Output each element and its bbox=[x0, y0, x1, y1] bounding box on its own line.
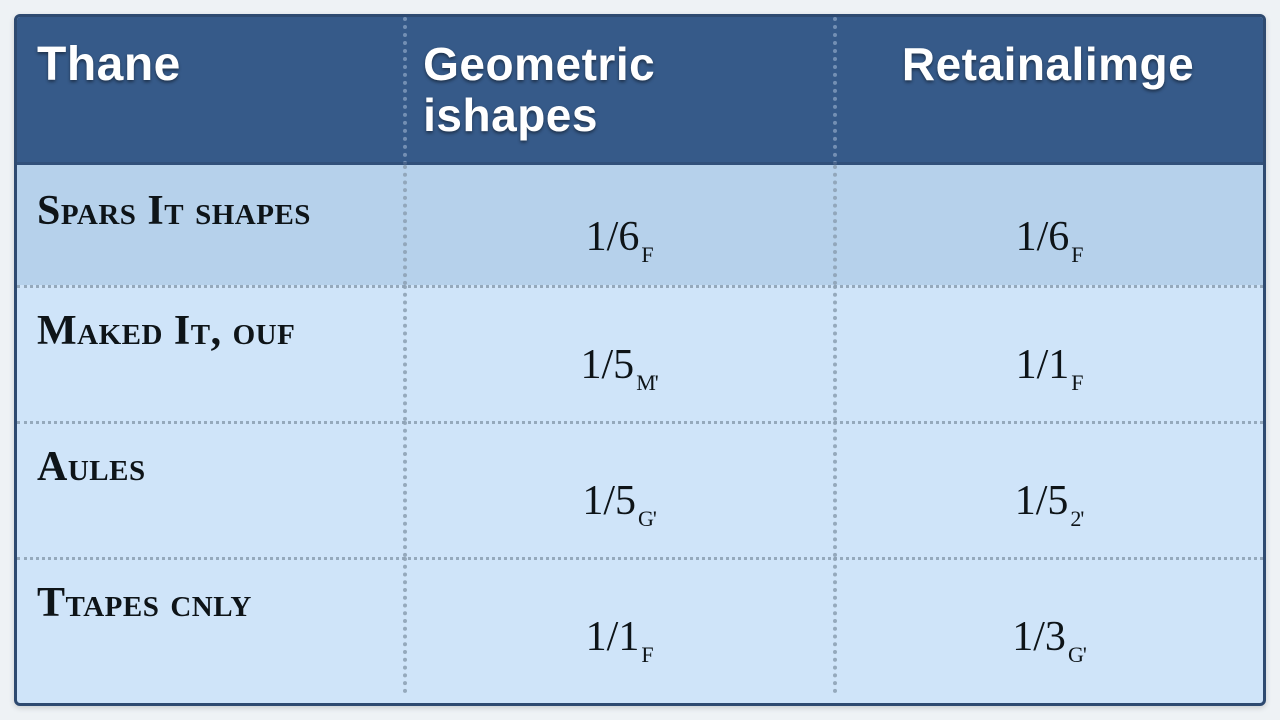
row-label-cell: Maked It, ouf bbox=[17, 285, 403, 421]
row-label-cell: Ttapes cnly bbox=[17, 557, 403, 693]
value-subscript: F bbox=[1071, 370, 1082, 396]
header-cell-retainalimge: Retainalimge bbox=[833, 17, 1263, 165]
table-row: Aules 1/5 G' 1/5 2' bbox=[17, 421, 1263, 557]
value-cell: 1/6 F bbox=[833, 165, 1263, 285]
table-row: Ttapes cnly 1/1 F 1/3 G' bbox=[17, 557, 1263, 693]
value-subscript: G' bbox=[638, 506, 656, 532]
value-cell: 1/6 F bbox=[403, 165, 833, 285]
header-label: Retainalimge bbox=[902, 39, 1194, 90]
table-row: Maked It, ouf 1/5 M' 1/1 F bbox=[17, 285, 1263, 421]
value: 1/6 F bbox=[1016, 189, 1081, 261]
value: 1/1 F bbox=[586, 589, 651, 661]
value-subscript: F bbox=[641, 242, 652, 268]
value-cell: 1/5 M' bbox=[403, 285, 833, 421]
row-label: Ttapes cnly bbox=[37, 567, 252, 627]
header-cell-thane: Thane bbox=[17, 17, 403, 165]
header-label: Geometric ishapes bbox=[423, 39, 813, 140]
value: 1/6 F bbox=[586, 189, 651, 261]
value: 1/3 G' bbox=[1012, 589, 1084, 661]
data-table: Thane Geometric ishapes Retainalimge Spa… bbox=[14, 14, 1266, 706]
value-cell: 1/5 2' bbox=[833, 421, 1263, 557]
value-cell: 1/1 F bbox=[403, 557, 833, 693]
value-fraction: 1/1 bbox=[1016, 341, 1070, 389]
value-subscript: F bbox=[1071, 242, 1082, 268]
value-subscript: F bbox=[641, 642, 652, 668]
value-fraction: 1/5 bbox=[582, 477, 636, 525]
row-label-cell: Aules bbox=[17, 421, 403, 557]
value-fraction: 1/6 bbox=[1016, 213, 1070, 261]
value-fraction: 1/5 bbox=[1015, 477, 1069, 525]
table-header-row: Thane Geometric ishapes Retainalimge bbox=[17, 17, 1263, 165]
header-label: Thane bbox=[37, 39, 181, 92]
value-cell: 1/5 G' bbox=[403, 421, 833, 557]
value: 1/5 2' bbox=[1015, 453, 1082, 525]
value-subscript: 2' bbox=[1070, 506, 1083, 532]
row-label: Maked It, ouf bbox=[37, 295, 295, 355]
row-label: Spars It shapes bbox=[37, 175, 311, 235]
value-subscript: M' bbox=[636, 370, 658, 396]
value-fraction: 1/1 bbox=[586, 613, 640, 661]
value-fraction: 1/3 bbox=[1012, 613, 1066, 661]
value-subscript: G' bbox=[1068, 642, 1086, 668]
header-cell-geometric: Geometric ishapes bbox=[403, 17, 833, 165]
value-fraction: 1/5 bbox=[581, 341, 635, 389]
row-label: Aules bbox=[37, 431, 146, 491]
table-row: Spars It shapes 1/6 F 1/6 F bbox=[17, 165, 1263, 285]
value: 1/5 M' bbox=[581, 317, 656, 389]
value-cell: 1/1 F bbox=[833, 285, 1263, 421]
value-fraction: 1/6 bbox=[586, 213, 640, 261]
row-label-cell: Spars It shapes bbox=[17, 165, 403, 285]
value-cell: 1/3 G' bbox=[833, 557, 1263, 693]
value: 1/1 F bbox=[1016, 317, 1081, 389]
value: 1/5 G' bbox=[582, 453, 654, 525]
